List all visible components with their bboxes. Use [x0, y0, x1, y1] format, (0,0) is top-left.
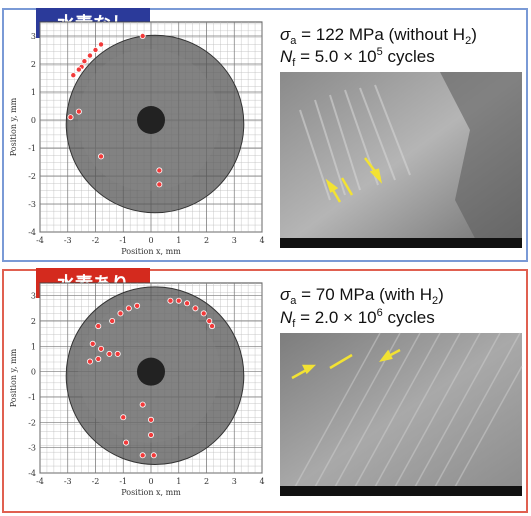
initiation-point — [148, 432, 153, 437]
initiation-point — [176, 298, 181, 303]
y-tick-label: 3 — [31, 32, 36, 41]
y-tick-label: -1 — [28, 393, 36, 402]
x-tick-label: 2 — [204, 477, 209, 486]
initiation-point — [98, 346, 103, 351]
x-tick-label: 1 — [176, 236, 181, 245]
x-tick-label: -2 — [92, 477, 100, 486]
initiation-point — [96, 323, 101, 328]
initiation-point — [207, 318, 212, 323]
y-axis-label: Position y, mm — [9, 348, 18, 407]
y-tick-label: -1 — [28, 144, 36, 153]
stress-text: σa = 70 MPa (with H2) — [280, 285, 444, 307]
x-tick-label: 3 — [232, 236, 237, 245]
x-tick-label: 0 — [148, 477, 153, 486]
text: = 5.0 × 10 — [295, 47, 376, 66]
initiation-point — [115, 351, 120, 356]
y-axis-label: Position y, mm — [9, 97, 18, 156]
initiation-point — [157, 182, 162, 187]
y-tick-label: 0 — [31, 368, 36, 377]
center-hole — [137, 106, 165, 134]
initiation-point — [193, 306, 198, 311]
text: ) — [438, 285, 444, 304]
x-tick-label: -1 — [119, 477, 127, 486]
text: cycles — [383, 47, 435, 66]
initiation-point — [201, 311, 206, 316]
initiation-point — [184, 301, 189, 306]
text: = 70 MPa (with H — [296, 285, 432, 304]
initiation-point — [148, 417, 153, 422]
initiation-point — [107, 351, 112, 356]
initiation-point — [98, 154, 103, 159]
initiation-point — [118, 311, 123, 316]
initiation-point — [151, 453, 156, 458]
initiation-point — [87, 359, 92, 364]
x-tick-label: 1 — [176, 477, 181, 486]
initiation-point — [87, 53, 92, 58]
initiation-point — [76, 67, 81, 72]
y-tick-label: 2 — [31, 317, 36, 326]
x-tick-label: -4 — [36, 477, 44, 486]
x-tick-label: 3 — [232, 477, 237, 486]
x-tick-label: -4 — [36, 236, 44, 245]
x-axis-label: Position x, mm — [121, 488, 181, 497]
initiation-point — [168, 298, 173, 303]
initiation-point — [135, 303, 140, 308]
sem-image — [280, 72, 522, 248]
text: cycles — [383, 308, 435, 327]
figure: 水素なし 水素あり σa = 122 MPa (without H2) Nf =… — [0, 0, 531, 516]
x-tick-label: -1 — [119, 236, 127, 245]
x-tick-label: 4 — [259, 477, 264, 486]
y-tick-label: -3 — [28, 444, 36, 453]
initiation-point — [96, 356, 101, 361]
initiation-point — [93, 47, 98, 52]
cycles-text: Nf = 2.0 × 106 cycles — [280, 307, 435, 330]
symbol: N — [280, 47, 293, 66]
x-tick-label: -2 — [92, 236, 100, 245]
stress-text: σa = 122 MPa (without H2) — [280, 25, 477, 47]
initiation-point — [121, 415, 126, 420]
initiation-point — [140, 453, 145, 458]
sem-image — [280, 333, 522, 496]
initiation-point — [110, 318, 115, 323]
y-tick-label: -2 — [28, 172, 36, 181]
symbol: N — [280, 308, 293, 327]
initiation-point — [126, 306, 131, 311]
y-tick-label: 2 — [31, 60, 36, 69]
text: = 122 MPa (without H — [296, 25, 465, 44]
x-tick-label: 4 — [259, 236, 264, 245]
x-tick-label: -3 — [64, 477, 72, 486]
initiation-point — [68, 115, 73, 120]
initiation-point — [157, 168, 162, 173]
center-hole — [137, 358, 165, 386]
x-tick-label: -3 — [64, 236, 72, 245]
y-tick-label: 3 — [31, 292, 36, 301]
y-tick-label: -2 — [28, 418, 36, 427]
y-tick-label: -4 — [28, 228, 36, 237]
initiation-point — [82, 59, 87, 64]
initiation-point — [90, 341, 95, 346]
y-tick-label: 1 — [31, 342, 36, 351]
initiation-point — [140, 33, 145, 38]
initiation-point — [98, 42, 103, 47]
y-tick-label: 0 — [31, 116, 36, 125]
initiation-point — [76, 109, 81, 114]
initiation-point — [140, 402, 145, 407]
initiation-point — [209, 323, 214, 328]
y-tick-label: -3 — [28, 200, 36, 209]
cycles-text: Nf = 5.0 × 105 cycles — [280, 46, 435, 69]
text: = 2.0 × 10 — [295, 308, 376, 327]
y-tick-label: -4 — [28, 469, 36, 478]
y-tick-label: 1 — [31, 88, 36, 97]
text: ) — [471, 25, 477, 44]
x-axis-label: Position x, mm — [121, 247, 181, 256]
initiation-point — [123, 440, 128, 445]
x-tick-label: 0 — [148, 236, 153, 245]
initiation-point — [71, 73, 76, 78]
x-tick-label: 2 — [204, 236, 209, 245]
